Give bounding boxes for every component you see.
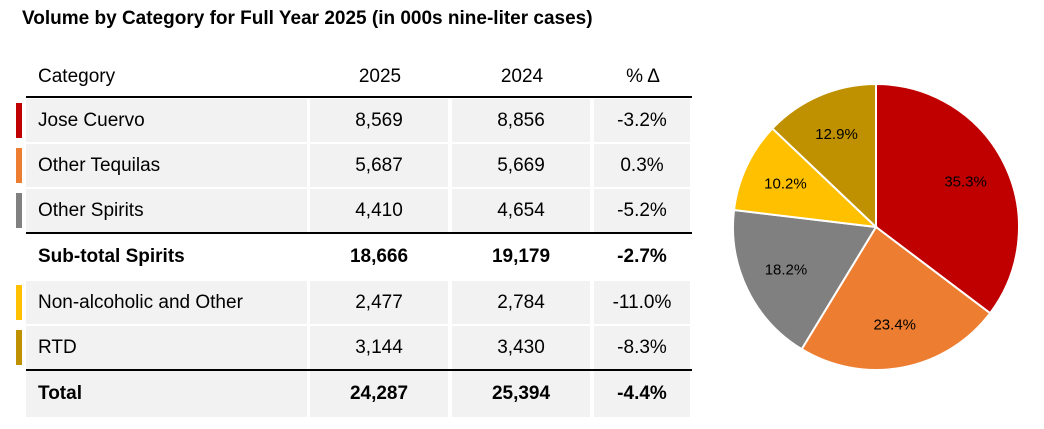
pie-slice	[732, 127, 879, 229]
table-cell: -5.2%	[594, 189, 690, 232]
table-cell: 8,569	[310, 99, 448, 142]
table-cell: 2,477	[310, 281, 448, 324]
row-rule	[26, 369, 692, 371]
table-cell: Non-alcoholic and Other	[26, 281, 307, 324]
header-cell: 2025	[358, 66, 402, 87]
pie-slice	[875, 82, 1020, 315]
table-cell: 25,394	[452, 371, 590, 417]
table-cell: 5,669	[452, 144, 590, 187]
title: Volume by Category for Full Year 2025 (i…	[22, 8, 593, 29]
table-cell: -3.2%	[594, 99, 690, 142]
table-cell: -8.3%	[594, 326, 690, 369]
table-cell: 5,687	[310, 144, 448, 187]
table-cell: Jose Cuervo	[26, 99, 307, 142]
table-cell: 0.3%	[594, 144, 690, 187]
table-cell: -11.0%	[594, 281, 690, 324]
slice-label: 35.3%	[944, 173, 987, 190]
table-cell: 18,666	[310, 234, 448, 279]
table-cell: 19,179	[452, 234, 590, 279]
table-cell: RTD	[26, 326, 307, 369]
table-cell: -2.7%	[594, 234, 690, 279]
pie-slice	[770, 82, 877, 230]
table-cell: 8,856	[452, 99, 590, 142]
row-rule	[26, 232, 692, 234]
category-swatch	[16, 193, 22, 228]
table-cell: 24,287	[310, 371, 448, 417]
table-cell: 3,430	[452, 326, 590, 369]
table-cell: Total	[26, 371, 307, 417]
slice-label: 10.2%	[764, 175, 807, 192]
header-cell: 2024	[500, 66, 544, 87]
table-cell: Other Spirits	[26, 189, 307, 232]
table-cell: Other Tequilas	[26, 144, 307, 187]
pie-slice	[800, 225, 992, 371]
slice-label: 18.2%	[765, 262, 808, 279]
category-swatch	[16, 148, 22, 183]
category-swatch	[16, 285, 22, 320]
table-cell: Sub-total Spirits	[26, 234, 307, 279]
table-cell: 4,654	[452, 189, 590, 232]
header-rule	[26, 96, 692, 98]
pie-slice	[732, 208, 878, 351]
category-swatch	[16, 103, 22, 138]
slice-label: 12.9%	[815, 126, 858, 143]
slice-label: 23.4%	[873, 316, 916, 333]
table-cell: 3,144	[310, 326, 448, 369]
table-cell: 2,784	[452, 281, 590, 324]
header-cell: % Δ	[626, 66, 660, 87]
header-cell: Category	[38, 66, 116, 87]
table-cell: 4,410	[310, 189, 448, 232]
table-cell: -4.4%	[594, 371, 690, 417]
category-swatch	[16, 330, 22, 365]
